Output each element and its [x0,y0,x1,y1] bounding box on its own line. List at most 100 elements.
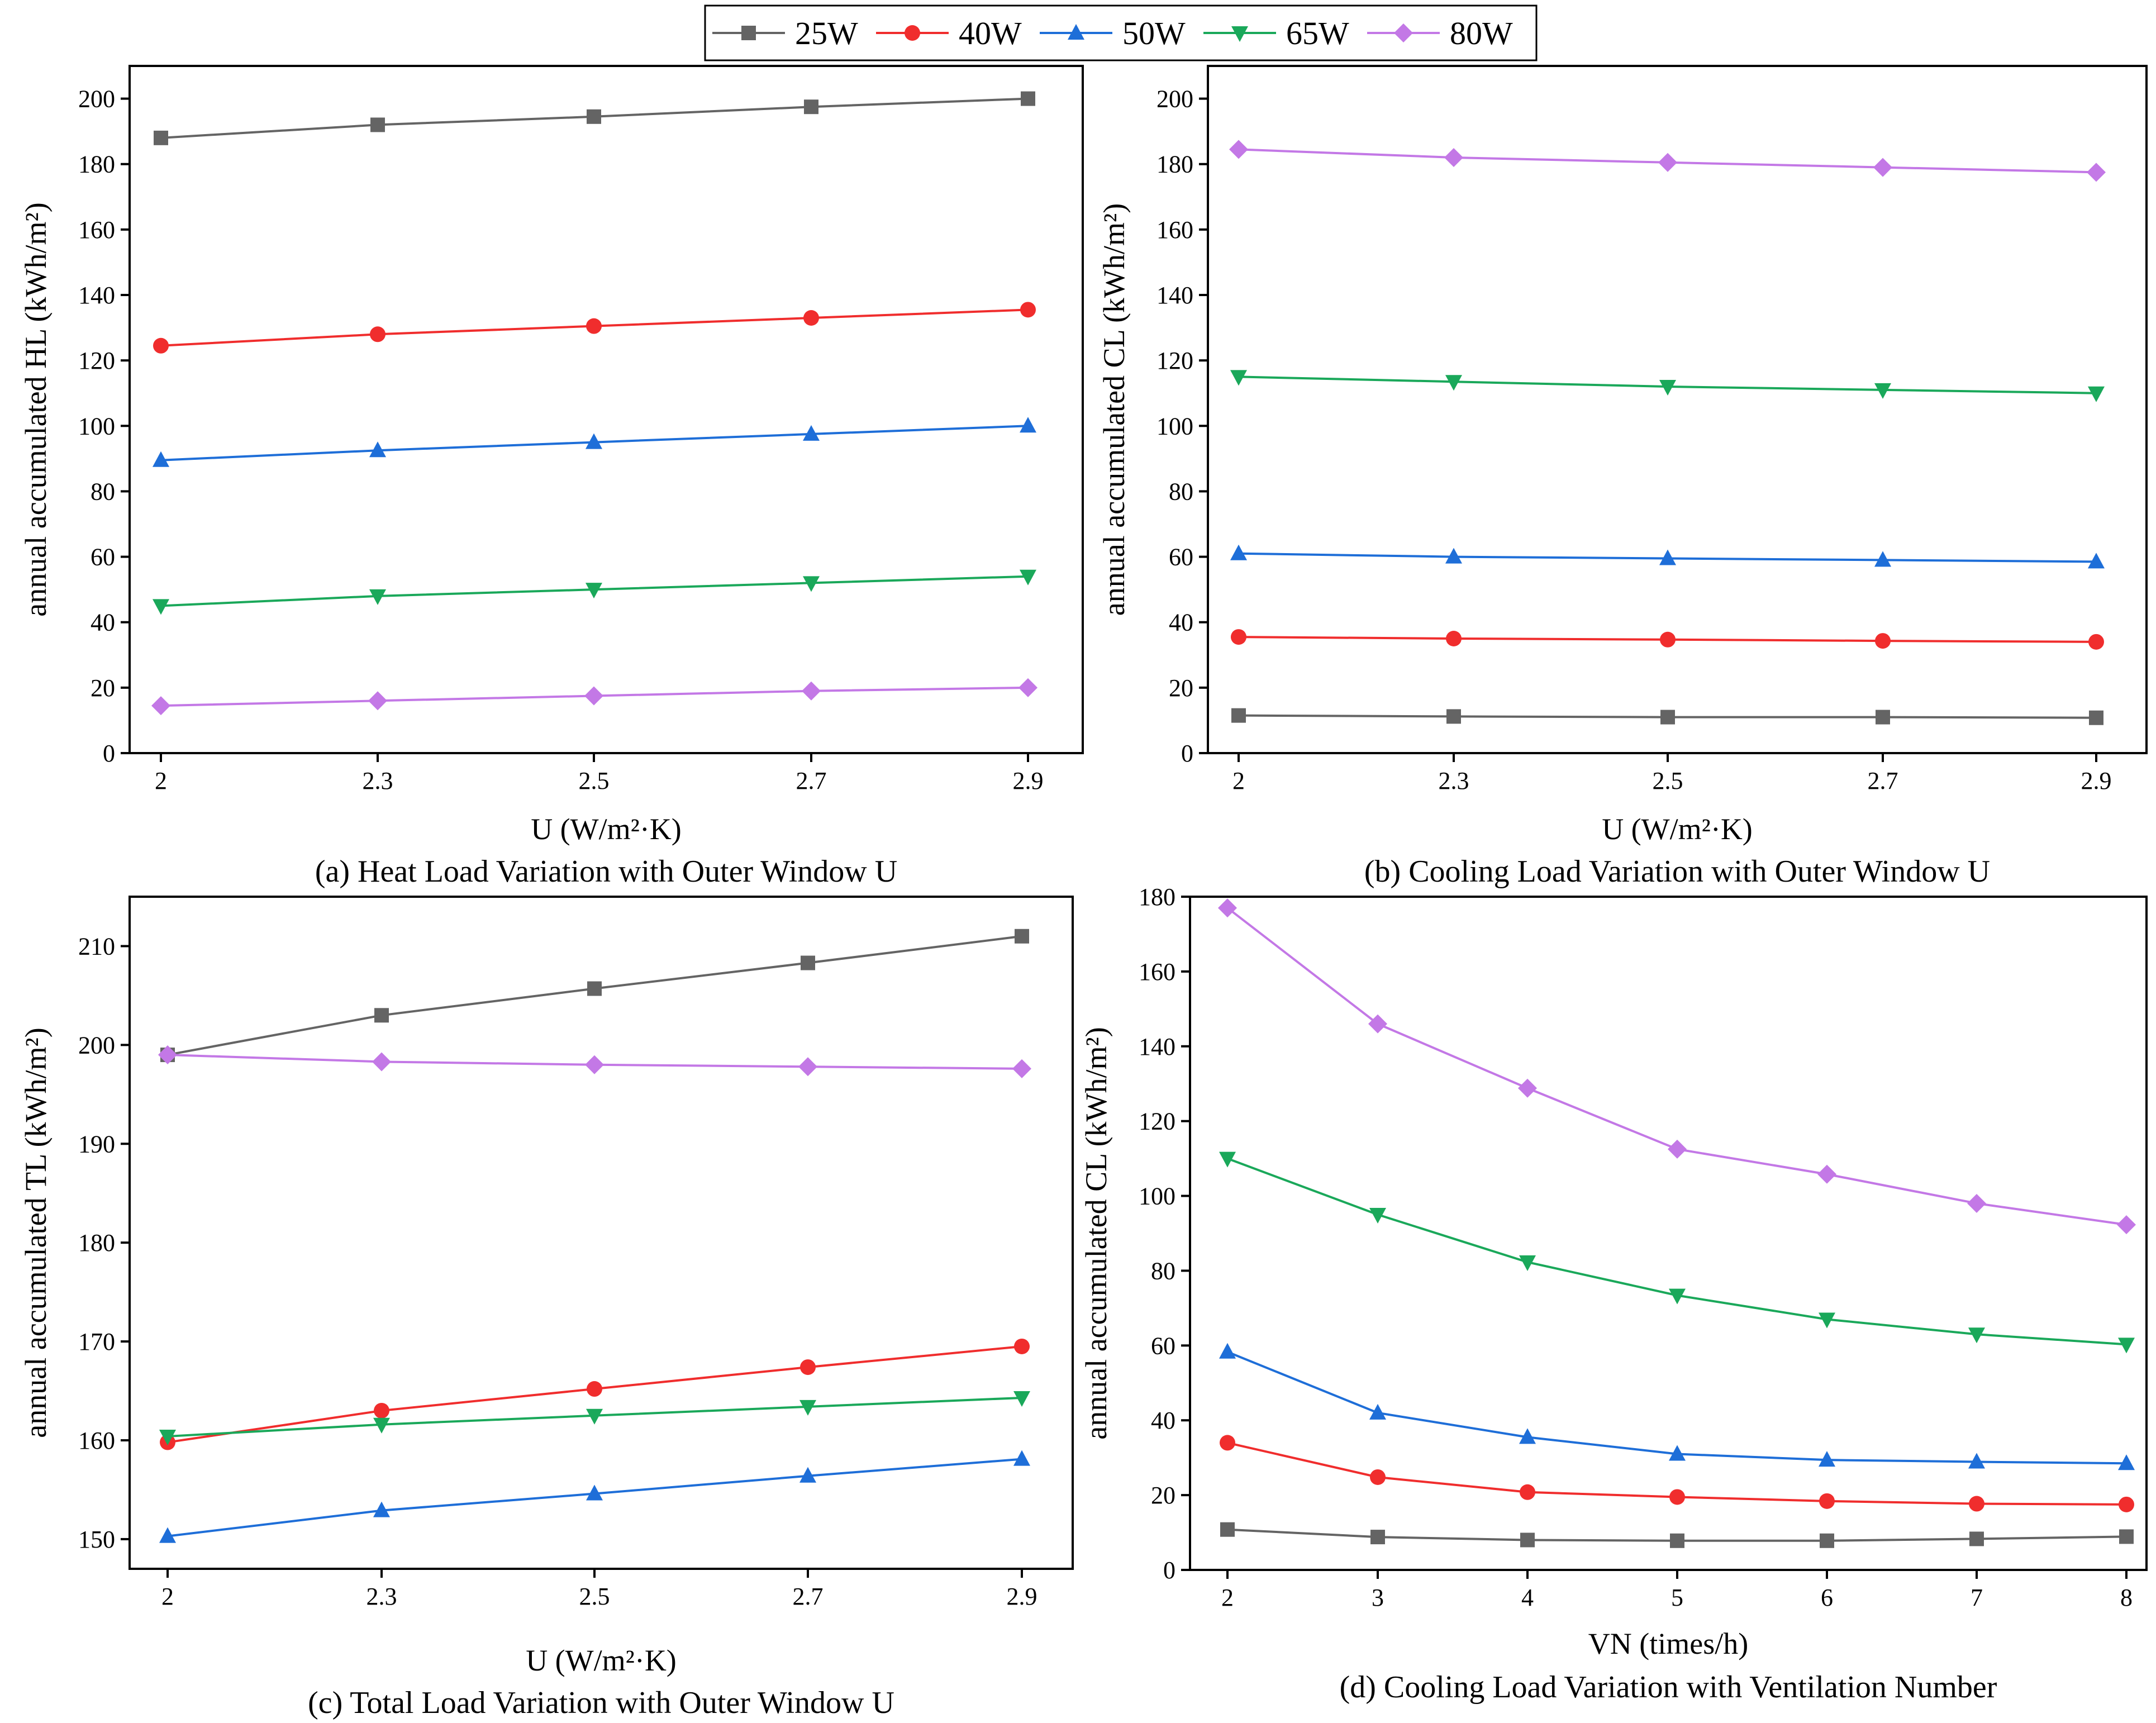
legend-label: 25W [795,15,858,51]
data-point-25W [1820,1533,1834,1548]
y-tick-label: 60 [1151,1332,1175,1359]
x-tick-label: 4 [1521,1584,1534,1611]
data-point-65W [1230,370,1247,386]
y-tick-label: 20 [91,674,115,702]
x-axis-label-d: VN (times/h) [1588,1627,1748,1660]
data-point-65W [159,1429,176,1445]
data-point-50W [586,1484,603,1501]
data-point-50W [1968,1453,1985,1469]
data-point-25W [1370,1530,1385,1545]
data-point-65W [1013,1391,1030,1407]
data-point-50W [803,425,820,441]
legend-item-25W: 25W [712,15,858,51]
y-tick-label: 80 [1169,478,1193,505]
x-axis-label-a: U (W/m²·K) [531,812,682,846]
data-point-25W [1876,710,1890,725]
y-tick-label: 80 [91,478,115,505]
series-40W [1220,1435,2134,1512]
x-axis-label-b: U (W/m²·K) [1602,812,1753,846]
data-point-50W [1669,1445,1686,1461]
y-tick-label: 210 [78,932,115,960]
series-65W [1219,1151,2135,1354]
data-point-25W [1446,709,1461,724]
y-axis-label-b: annual accumulated CL (kWh/m²) [1097,203,1131,616]
y-tick-label: 160 [1139,958,1175,986]
series-80W [151,678,1037,716]
series-25W [154,91,1035,145]
data-point-80W [372,1052,391,1072]
data-point-50W [1230,544,1247,560]
data-point-40W [2088,634,2104,650]
series-25W [1220,1522,2134,1548]
legend: 25W 40W 50W 65W 80W [704,4,1538,61]
y-axis-label-d: annual accumulated CL (kWh/m²) [1079,1027,1113,1439]
chart-panel-c: 150 160 170 180 190 200 210 2 2.3 2.5 2.7 2.9 annual… [19,896,1074,1720]
y-tick-label: 180 [78,151,115,178]
series-65W [159,1391,1030,1445]
data-point-40W [800,1359,816,1375]
data-point-40W [1819,1493,1835,1509]
y-tick-label: 40 [91,609,115,636]
y-tick-label: 180 [78,1229,115,1256]
x-tick-label: 2.9 [2081,767,2112,794]
data-point-25W [154,130,168,145]
series-50W [1230,544,2105,569]
y-tick-label: 60 [1169,544,1193,571]
legend-label: 40W [959,15,1022,51]
data-point-40W [374,1402,389,1419]
data-point-25W [1220,1522,1235,1537]
data-point-65W [799,1400,816,1416]
caption-c: (c) Total Load Variation with Outer Wind… [308,1686,894,1720]
data-point-25W [1969,1531,1984,1546]
y-tick-label: 20 [1169,674,1193,702]
series-line-80W [1226,907,2127,1226]
y-tick-label: 200 [78,85,115,113]
data-point-50W [1519,1428,1536,1444]
y-tick-label: 140 [1156,282,1193,309]
data-point-80W [2117,1215,2136,1235]
y-tick-label: 100 [1139,1183,1175,1210]
data-point-80W [1018,678,1037,697]
data-point-65W [586,583,602,599]
data-point-40W [1875,633,1891,649]
legend-marker-80W [1394,23,1413,42]
y-tick-label: 160 [78,1427,115,1454]
series-40W [153,302,1036,354]
data-point-80W [1444,148,1463,167]
data-point-40W [2119,1496,2134,1512]
legend-marker-50W [1068,24,1084,40]
data-point-40W [1370,1469,1386,1485]
series-65W [1230,370,2105,402]
y-tick-label: 120 [78,347,115,374]
data-point-80W [1518,1078,1537,1098]
data-point-50W [586,433,602,449]
data-point-80W [585,1055,604,1074]
data-point-25W [1660,710,1675,725]
x-tick-label: 2.7 [793,1583,824,1610]
data-point-40W [587,1381,602,1397]
series-40W [160,1338,1030,1450]
data-point-25W [370,117,385,132]
data-point-25W [801,955,815,970]
chart-panel-d: 0 20 40 60 80 100 120 140 160 180 2 3 4 5 6 7 8 annual ac… [1079,883,2148,1705]
data-point-25W [587,109,601,124]
data-point-80W [1967,1193,1986,1213]
data-point-40W [1969,1496,1984,1512]
series-25W [1231,708,2103,725]
data-point-65W [373,1417,390,1434]
data-point-40W [586,318,602,334]
y-axis-label-a: annual accumulated HL (kWh/m²) [19,202,53,616]
legend-item-80W: 80W [1367,15,1513,51]
data-point-80W [1012,1059,1031,1078]
y-tick-label: 150 [78,1526,115,1553]
y-tick-label: 0 [103,740,115,767]
y-tick-label: 140 [78,282,115,309]
data-point-65W [153,599,169,615]
data-point-50W [153,451,169,467]
x-tick-label: 2.3 [363,767,393,794]
x-tick-label: 2 [1221,1584,1234,1611]
series-80W [158,1045,1031,1078]
plot-frame-c [128,896,1074,1570]
x-tick-label: 3 [1372,1584,1384,1611]
